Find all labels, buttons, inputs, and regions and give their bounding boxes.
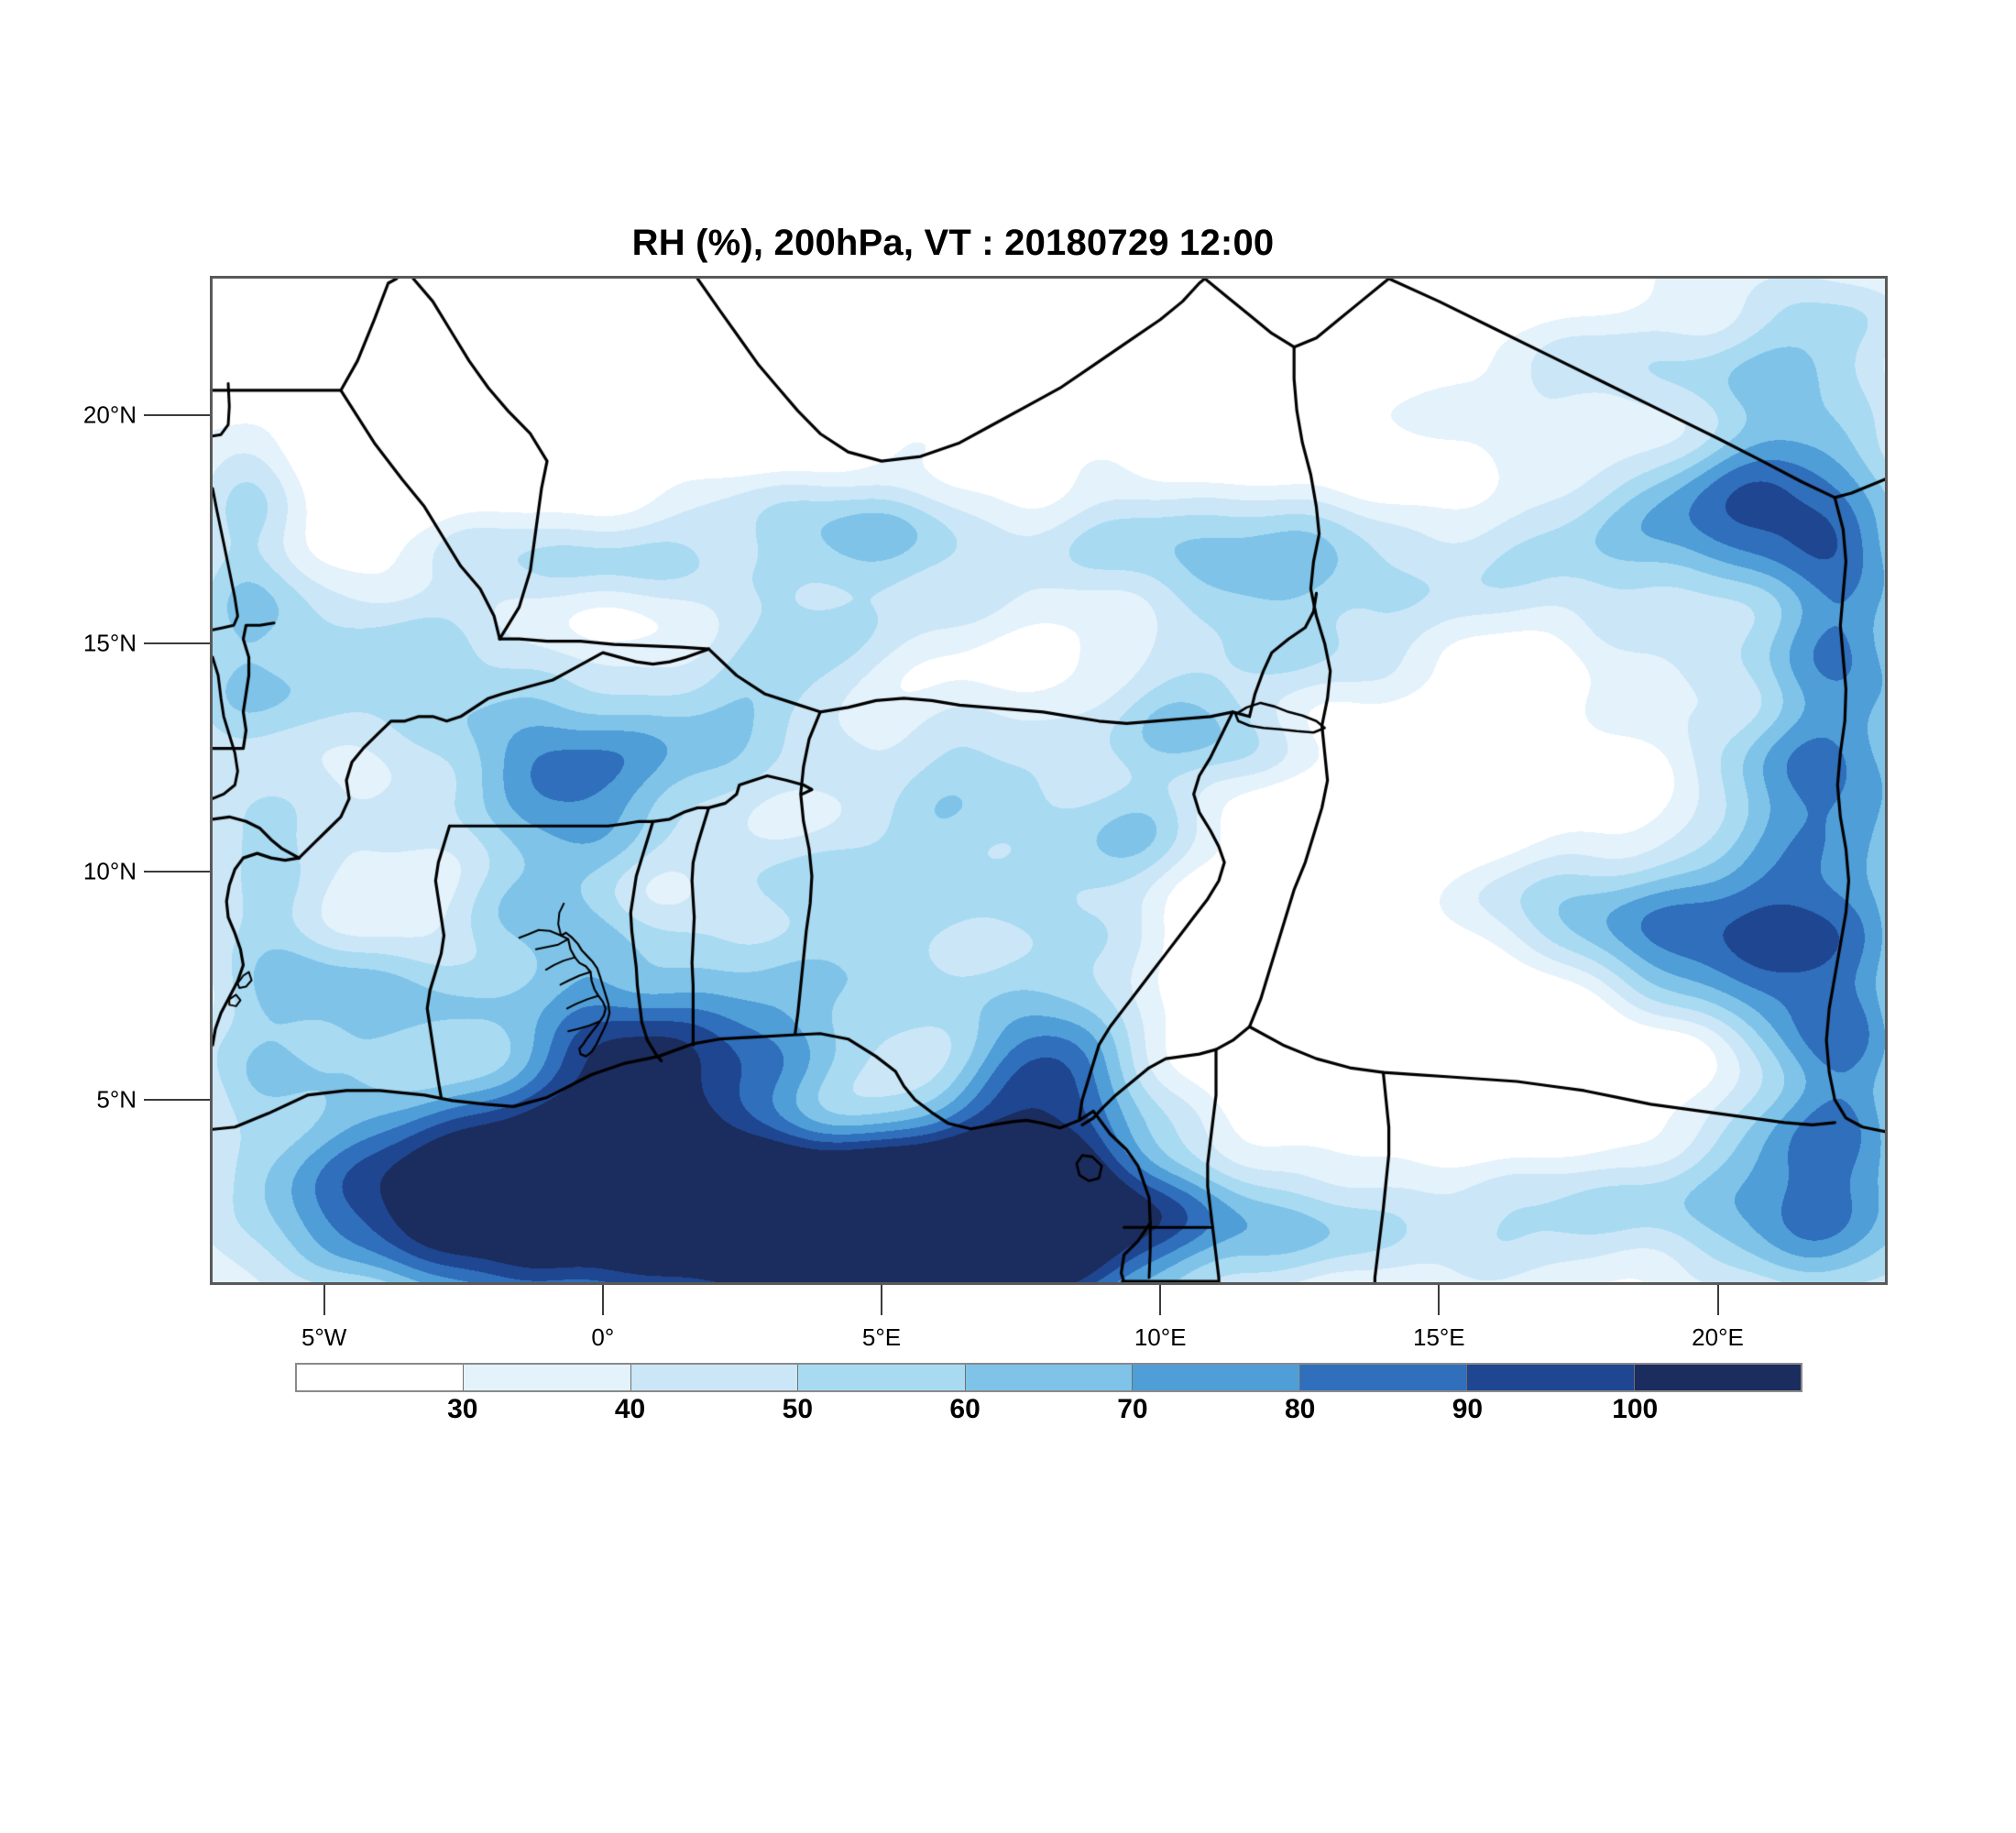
lon-label: 0° xyxy=(591,1323,615,1351)
lat-tick xyxy=(144,871,210,873)
colorbar-tick-label: 90 xyxy=(1452,1394,1484,1424)
colorbar-swatch-0 xyxy=(297,1365,465,1390)
colorbar-swatches xyxy=(295,1363,1802,1392)
lat-label: 5°N xyxy=(96,1085,137,1114)
lat-label: 20°N xyxy=(82,401,137,429)
colorbar-tick-label: 100 xyxy=(1612,1394,1659,1424)
lon-label: 15°E xyxy=(1412,1323,1465,1351)
rh-contour-field xyxy=(213,279,1885,1282)
colorbar-swatch-6 xyxy=(1299,1365,1468,1390)
page-title: RH (%), 200hPa, VT : 20180729 12:00 xyxy=(0,223,2016,264)
lon-label: 20°E xyxy=(1692,1323,1744,1351)
title-text: RH (%), 200hPa, VT : 20180729 12:00 xyxy=(631,223,1275,263)
colorbar-swatch-4 xyxy=(965,1365,1134,1390)
colorbar-tick-label: 50 xyxy=(782,1394,814,1424)
lat-label: 10°N xyxy=(82,857,137,885)
map-plot-area xyxy=(210,276,1888,1285)
colorbar-tick-label: 80 xyxy=(1284,1394,1316,1424)
colorbar-swatch-8 xyxy=(1634,1365,1801,1390)
colorbar-swatch-1 xyxy=(464,1365,631,1390)
lat-tick xyxy=(144,1098,210,1101)
lat-tick xyxy=(144,414,210,417)
lon-tick xyxy=(601,1285,604,1315)
colorbar-tick-label: 40 xyxy=(614,1394,646,1424)
colorbar-swatch-5 xyxy=(1133,1365,1300,1390)
lon-tick xyxy=(1438,1285,1441,1315)
lon-label: 10°E xyxy=(1134,1323,1187,1351)
colorbar-swatch-2 xyxy=(630,1365,799,1390)
colorbar xyxy=(295,1363,1802,1392)
lat-tick xyxy=(144,642,210,645)
colorbar-swatch-3 xyxy=(798,1365,966,1390)
lon-label: 5°W xyxy=(301,1323,347,1351)
lon-tick xyxy=(1159,1285,1162,1315)
colorbar-tick-label: 70 xyxy=(1117,1394,1148,1424)
lon-tick xyxy=(1716,1285,1719,1315)
lon-label: 5°E xyxy=(861,1323,902,1351)
lon-tick xyxy=(323,1285,325,1315)
lon-tick xyxy=(881,1285,882,1315)
lat-label: 15°N xyxy=(82,629,137,657)
colorbar-swatch-7 xyxy=(1467,1365,1635,1390)
colorbar-tick-label: 60 xyxy=(949,1394,981,1424)
colorbar-tick-label: 30 xyxy=(447,1394,478,1424)
